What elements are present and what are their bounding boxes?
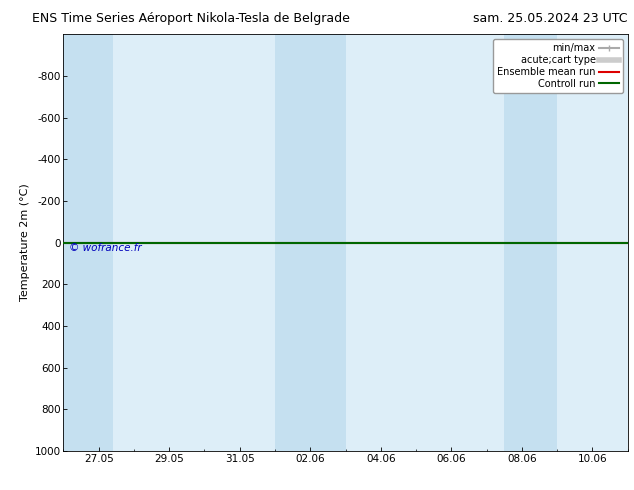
- Bar: [275, 34, 346, 451]
- Text: © wofrance.fr: © wofrance.fr: [69, 243, 141, 252]
- Bar: [63, 34, 113, 451]
- Y-axis label: Temperature 2m (°C): Temperature 2m (°C): [20, 184, 30, 301]
- Legend: min/max, acute;cart type, Ensemble mean run, Controll run: min/max, acute;cart type, Ensemble mean …: [493, 39, 623, 93]
- Text: ENS Time Series Aéroport Nikola-Tesla de Belgrade: ENS Time Series Aéroport Nikola-Tesla de…: [32, 12, 349, 25]
- Text: sam. 25.05.2024 23 UTC: sam. 25.05.2024 23 UTC: [473, 12, 628, 25]
- Bar: [504, 34, 557, 451]
